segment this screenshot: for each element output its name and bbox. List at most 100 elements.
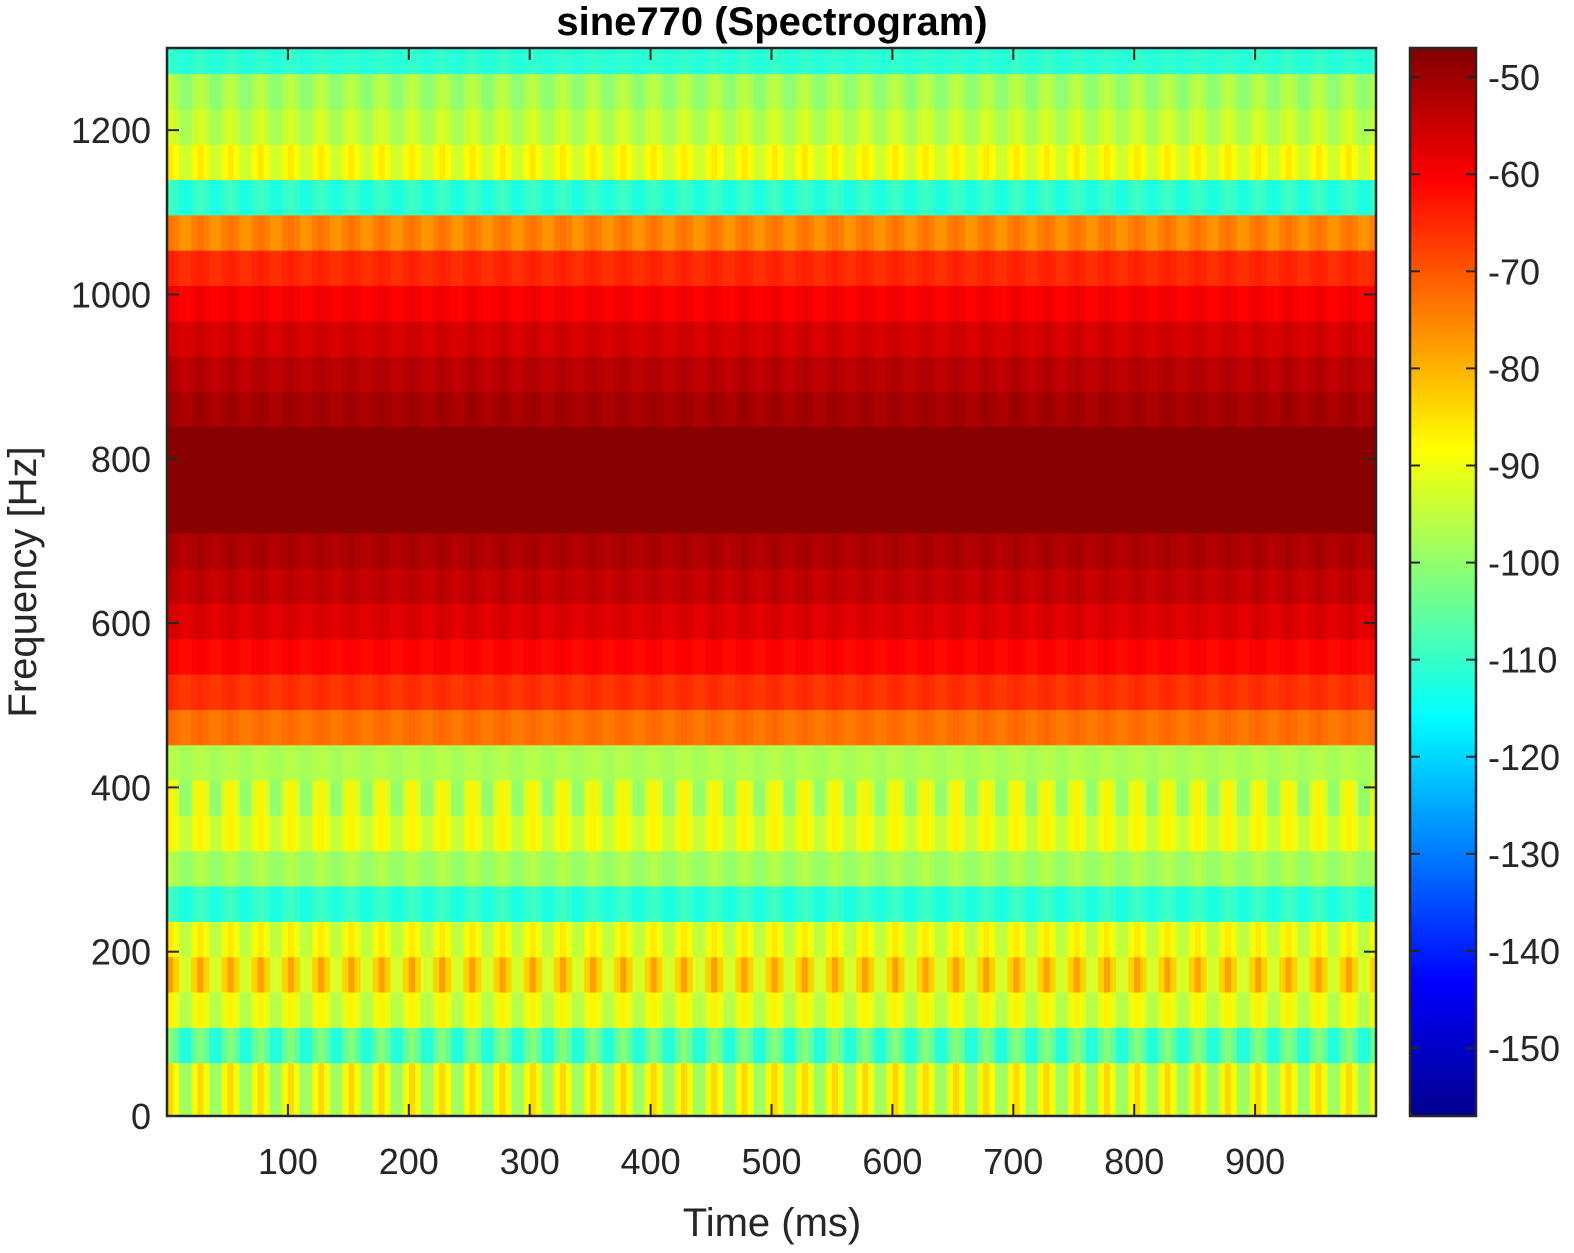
heatmap-cell: [1013, 744, 1020, 781]
heatmap-cell: [880, 250, 887, 287]
heatmap-cell: [1218, 779, 1226, 816]
heatmap-cell: [1055, 709, 1063, 746]
heatmap-cell: [602, 709, 609, 746]
heatmap-cell: [1037, 674, 1045, 710]
heatmap-cell: [330, 391, 337, 428]
heatmap-cell: [1122, 214, 1129, 251]
heatmap-cell: [1369, 638, 1377, 675]
heatmap-cell: [777, 885, 785, 922]
heatmap-cell: [572, 779, 579, 816]
heatmap-cell: [825, 956, 833, 993]
heatmap-cell: [1019, 391, 1026, 428]
heatmap-cell: [445, 603, 452, 640]
heatmap-cell: [342, 674, 349, 710]
heatmap-cell: [862, 991, 869, 1028]
heatmap-cell: [698, 885, 706, 922]
heatmap-cell: [1067, 1027, 1075, 1064]
heatmap-cell: [275, 885, 283, 922]
heatmap-cell: [1351, 674, 1359, 710]
heatmap-cell: [1357, 850, 1365, 887]
heatmap-cell: [511, 779, 519, 816]
heatmap-cell: [1218, 1027, 1226, 1064]
heatmap-cell: [825, 709, 833, 746]
heatmap-cell: [445, 568, 452, 604]
heatmap-cell: [952, 744, 960, 781]
heatmap-cell: [287, 638, 295, 675]
heatmap-cell: [1164, 991, 1172, 1028]
heatmap-cell: [275, 179, 283, 216]
heatmap-cell: [493, 568, 501, 604]
heatmap-cell: [983, 179, 990, 216]
heatmap-cell: [1110, 285, 1117, 322]
heatmap-cell: [1140, 144, 1147, 181]
heatmap-cell: [789, 921, 797, 958]
heatmap-cell: [487, 603, 495, 640]
heatmap-cell: [384, 214, 392, 251]
heatmap-cell: [1031, 674, 1039, 710]
heatmap-cell: [1085, 285, 1093, 322]
heatmap-cell: [239, 391, 247, 428]
heatmap-cell: [185, 214, 192, 251]
heatmap-cell: [723, 1062, 730, 1117]
heatmap-cell: [807, 356, 815, 393]
heatmap-cell: [892, 391, 900, 428]
heatmap-cell: [191, 815, 198, 852]
heatmap-cell: [1297, 179, 1305, 216]
heatmap-cell: [451, 320, 458, 357]
heatmap-cell: [505, 214, 513, 251]
heatmap-cell: [505, 850, 513, 887]
heatmap-cell: [457, 1027, 464, 1064]
heatmap-cell: [191, 638, 198, 675]
heatmap-cell: [197, 885, 204, 922]
heatmap-cell: [1273, 532, 1280, 569]
heatmap-cell: [1291, 1062, 1299, 1117]
heatmap-cell: [620, 921, 628, 958]
heatmap-cell: [1261, 674, 1268, 710]
heatmap-cell: [1291, 956, 1299, 993]
heatmap-cell: [1025, 179, 1033, 216]
heatmap-cell: [1043, 1062, 1051, 1117]
heatmap-cell: [952, 144, 960, 181]
heatmap-cell: [1357, 356, 1365, 393]
heatmap-cell: [457, 674, 464, 710]
heatmap-cell: [336, 1027, 343, 1064]
heatmap-cell: [499, 779, 507, 816]
heatmap-cell: [801, 214, 809, 251]
heatmap-cell: [584, 885, 591, 922]
heatmap-cell: [432, 991, 440, 1028]
heatmap-cell: [439, 568, 446, 604]
heatmap-cell: [1043, 709, 1051, 746]
heatmap-cell: [771, 179, 779, 216]
heatmap-cell: [529, 285, 537, 322]
heatmap-cell: [753, 638, 761, 675]
heatmap-cell: [662, 532, 670, 569]
heatmap-cell: [928, 921, 936, 958]
heatmap-cell: [1224, 320, 1232, 357]
heatmap-cell: [1339, 779, 1347, 816]
heatmap-cell: [813, 1062, 821, 1117]
heatmap-cell: [620, 356, 628, 393]
heatmap-cell: [318, 779, 325, 816]
heatmap-cell: [408, 674, 416, 710]
heatmap-cell: [1267, 391, 1274, 428]
heatmap-cell: [1297, 815, 1305, 852]
heatmap-cell: [330, 709, 337, 746]
heatmap-cell: [215, 568, 222, 604]
heatmap-cell: [342, 709, 349, 746]
heatmap-cell: [970, 956, 978, 993]
heatmap-cell: [1212, 250, 1220, 287]
heatmap-cell: [523, 568, 531, 604]
heatmap-cell: [511, 991, 519, 1028]
heatmap-cell: [469, 744, 476, 781]
heatmap-cell: [1309, 603, 1317, 640]
heatmap-cell: [402, 285, 410, 322]
heatmap-cell: [868, 1027, 875, 1064]
heatmap-cell: [1067, 320, 1075, 357]
heatmap-cell: [287, 532, 295, 569]
heatmap-cell: [807, 921, 815, 958]
heatmap-cell: [420, 956, 428, 993]
heatmap-cell: [511, 956, 519, 993]
heatmap-cell: [1315, 1027, 1323, 1064]
heatmap-cell: [1182, 885, 1190, 922]
heatmap-cell: [1025, 426, 1033, 534]
